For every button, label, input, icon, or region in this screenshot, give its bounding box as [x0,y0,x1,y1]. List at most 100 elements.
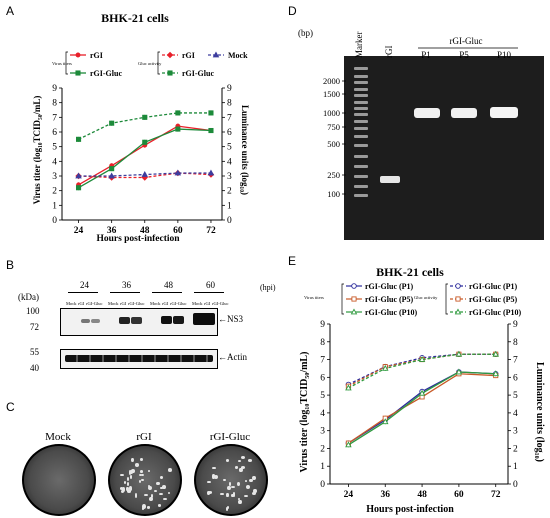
plaque-spot [235,466,239,469]
panel-e-letter: E [288,254,297,268]
y-tick-label-right: 2 [513,444,518,454]
y-tick-label-left: 8 [52,99,57,109]
blot-ns3-strip [60,308,218,336]
plaque-spot [143,493,148,496]
x-tick-label: 60 [173,226,183,236]
plaque-spot [231,494,234,498]
lane-label: rGI-Gluc [86,301,103,306]
legend-bracket [445,283,448,315]
y-tick-label-left: 1 [320,462,325,472]
gel-lane-p10: P10 [497,50,512,60]
blot-time-24: 24 [80,280,89,290]
data-point [108,172,115,179]
plaque-spot [131,457,134,462]
legend-e-gluc-activity: Gluc activity [414,295,438,300]
y-tick-label-left: 2 [52,187,57,197]
x-tick-label: 72 [491,490,501,500]
gel-band-p1 [414,108,440,118]
series-line [348,353,496,387]
series-line [348,353,496,386]
legend-e-virus-titers: Virus titers [304,295,324,300]
blot-group-line [110,292,140,293]
blot-marker-55: 55 [30,347,39,357]
panel-d-gel [344,28,544,240]
blot-band [161,316,172,324]
blot-marker-40: 40 [30,363,39,373]
legend-e-p5-marker [351,296,357,302]
plaque-spot [237,497,241,500]
gel-marker-labels: 2000 1500 1000 750 500 250 100 [323,76,340,199]
chart-a-xlabel: Hours post-infection [96,234,180,244]
chart-e-title: BHK-21 cells [376,265,444,279]
blot-marker-100: 100 [26,306,40,316]
legend-e-p10-gluc-text: rGI-Gluc (P10) [469,308,522,317]
x-tick-label: 60 [454,490,464,500]
x-tick-label: 72 [206,226,216,236]
actin-text: Actin [227,352,247,362]
legend-a-rgi-gluc-gluc-activity-text: rGI-Gluc [182,69,214,78]
x-tick-label: 36 [380,490,390,500]
data-point [76,185,82,191]
data-point [492,370,499,377]
data-point [109,120,115,126]
plaque-spot [244,480,248,483]
plaque-spot [153,489,157,493]
plaque-spot [139,474,143,477]
gel-overlay: Marker rGI rGI-Gluc P1 P5 P10 2000 1500 … [323,32,518,199]
y-tick-label-right: 0 [227,216,232,226]
legend-a-virus-titers: Virus titers [52,61,72,66]
legend-a-rgi-gluc-text: rGI-Gluc [90,69,122,78]
blot-lane-labels: Mock rGI rGI-Gluc Mock rGI rGI-Gluc Mock… [66,301,229,306]
blot-time-60: 60 [206,280,215,290]
y-tick-label-right: 4 [227,157,232,167]
gel-marker-1000: 1000 [323,108,340,118]
plaque-spot [226,493,229,497]
plaque-spot [223,478,226,482]
gel-lane-p1: P1 [421,50,431,60]
plaque-spot [158,492,163,496]
y-tick-label-left: 9 [52,84,57,94]
data-point [208,110,214,116]
y-tick-label-right: 1 [513,462,518,472]
data-point [141,171,149,177]
plaque-spot [162,485,166,489]
ns3-text: NS3 [227,314,244,324]
series-line [348,353,496,389]
plaque-spot [140,458,144,461]
plaque-spot [127,476,130,482]
plaque-spot [220,492,224,495]
plaque-dish-rgi-gluc [194,444,268,516]
chart-e-plot: 0 0 1 1 2 2 3 3 4 4 5 5 6 6 7 7 8 8 9 9 24 36 48 60 72 [320,320,518,500]
blot-band [193,313,215,325]
legend-a-rgi-text: rGI [90,51,103,60]
gel-lane-p5: P5 [459,50,469,60]
x-tick-label: 24 [344,490,354,500]
blot-actin-label: ←Actin [218,352,247,362]
panel-b-western-blot: (kDa) (hpi) 24 36 48 60 Mock rGI rGI-Glu… [0,270,280,400]
legend-bracket [341,283,344,315]
legend-e-p1-text: rGI-Gluc (P1) [365,282,414,291]
data-point [418,389,426,396]
data-point [381,364,389,371]
lane-label: rGI [78,301,85,306]
legend-e-p10-gluc-marker [454,308,462,315]
plaque-spot [127,482,130,487]
plaque-spot [241,466,246,470]
plaque-spot [251,491,257,496]
plaque-spot [142,507,145,511]
gel-marker-750: 750 [327,122,340,132]
panel-d-letter: D [288,4,297,18]
plaque-spot [240,455,245,459]
y-tick-label-right: 7 [227,113,232,123]
gel-band-p5 [451,108,477,118]
legend-e-p1-gluc-text: rGI-Gluc (P1) [469,282,518,291]
plaque-dish-rgi [108,444,182,516]
legend-a-rgi-gluc-activity-text: rGI [182,51,195,60]
x-tick-label: 36 [107,226,117,236]
chart-a-title: BHK-21 cells [101,11,169,25]
plaque-spot [138,480,142,484]
blot-group-line [68,292,98,293]
y-tick-label-right: 3 [227,172,232,182]
plaque-label-rgi: rGI [136,431,152,443]
gel-marker-500: 500 [327,139,340,149]
